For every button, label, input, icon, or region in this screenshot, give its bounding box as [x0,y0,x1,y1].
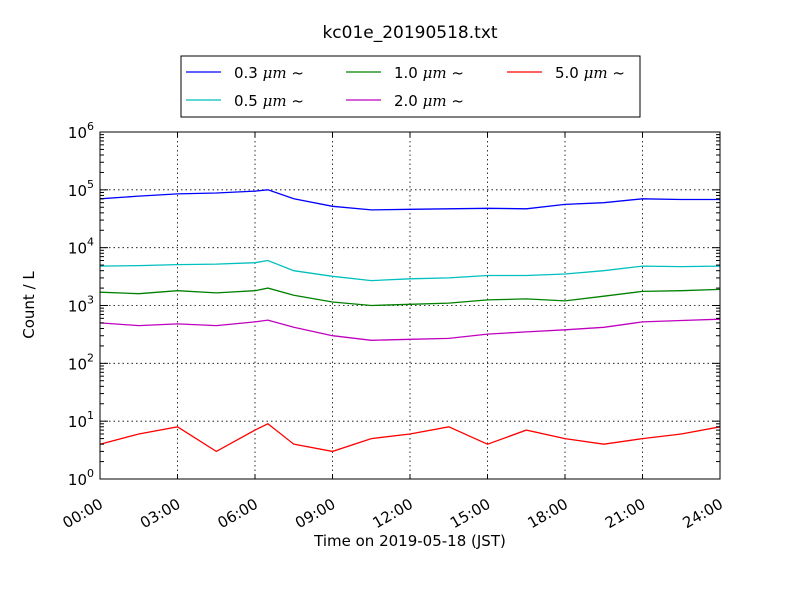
legend-entry-5-0um: 5.0 μm ~ [507,64,625,82]
legend-entry-1-0um: 1.0 μm ~ [346,64,464,82]
x-tick-label: 15:00 [447,495,493,532]
x-tick-label: 21:00 [602,495,648,532]
x-tick-label: 09:00 [292,495,338,532]
x-tick-label: 12:00 [370,495,416,532]
legend-label: 1.0 μm ~ [394,64,464,82]
series-line-2-0um [99,318,721,341]
legend-entry-0-5um: 0.5 μm ~ [186,92,304,110]
y-tick-label: 102 [68,351,94,373]
x-tick-label: 24:00 [680,495,726,532]
series-line-0-3um [99,189,720,211]
legend: 0.3 μm ~ 0.5 μm ~ 1.0 μm ~ 2.0 μm ~ 5.0 μm ~ [180,55,641,118]
series-line-1-0um [99,287,721,307]
legend-label: 0.5 μm ~ [234,92,304,110]
y-axis-label: Count / L [20,271,38,339]
x-tick-label: 03:00 [137,495,183,532]
x-tick-label: 06:00 [215,495,261,532]
x-tick-label: 00:00 [60,495,106,532]
y-tick-label: 106 [68,120,94,142]
legend-entry-2-0um: 2.0 μm ~ [346,92,464,110]
legend-label: 0.3 μm ~ [234,64,304,82]
y-tick-label: 103 [68,294,94,316]
y-tick-label: 101 [68,409,94,431]
y-tick-label: 100 [68,467,94,489]
legend-label: 2.0 μm ~ [394,92,464,110]
legend-label: 5.0 μm ~ [555,64,625,82]
legend-entry-0-3um: 0.3 μm ~ [186,64,304,82]
chart-title: kc01e_20190518.txt [322,23,497,43]
y-tick-label: 104 [68,236,94,258]
series-line-0-5um [99,259,721,282]
series-line-5-0um [99,423,721,453]
y-tick-label: 105 [68,178,94,200]
legend-box [180,55,641,118]
x-tick-label: 18:00 [525,495,571,532]
x-axis-label: Time on 2019-05-18 (JST) [313,532,506,550]
plot-area: 00:00 03:00 06:00 09:00 12:00 15:00 18:00 21:00… [60,120,726,532]
